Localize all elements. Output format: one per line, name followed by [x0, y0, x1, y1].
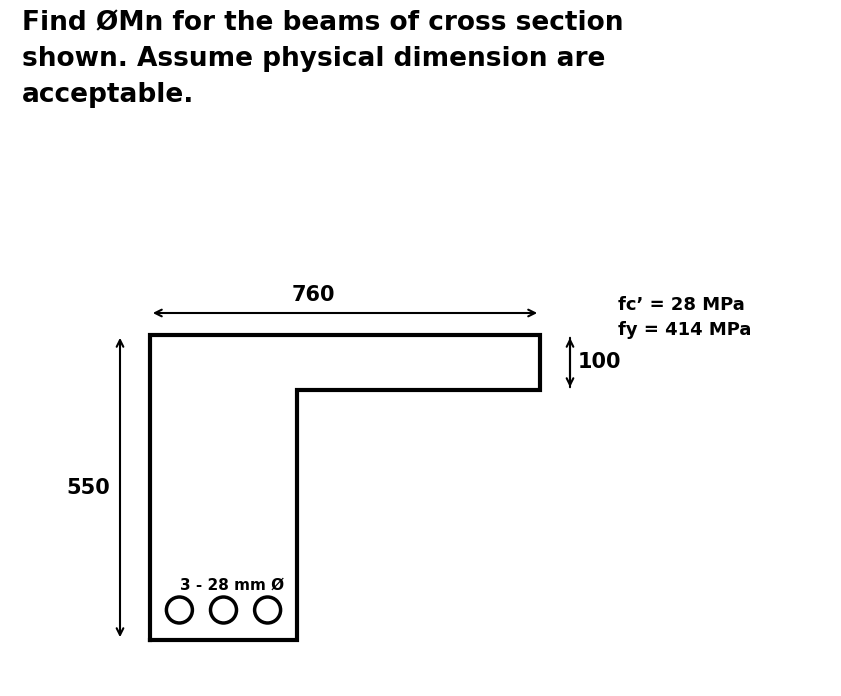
Text: shown. Assume physical dimension are: shown. Assume physical dimension are — [22, 46, 606, 72]
Text: Find ØMn for the beams of cross section: Find ØMn for the beams of cross section — [22, 10, 623, 36]
Text: fy = 414 MPa: fy = 414 MPa — [618, 321, 751, 339]
Text: 3 - 28 mm Ø: 3 - 28 mm Ø — [180, 578, 284, 593]
Text: 550: 550 — [66, 477, 110, 498]
Text: fc’ = 28 MPa: fc’ = 28 MPa — [618, 296, 745, 314]
Text: 760: 760 — [292, 285, 336, 305]
Text: acceptable.: acceptable. — [22, 82, 194, 108]
Text: 100: 100 — [578, 352, 621, 372]
